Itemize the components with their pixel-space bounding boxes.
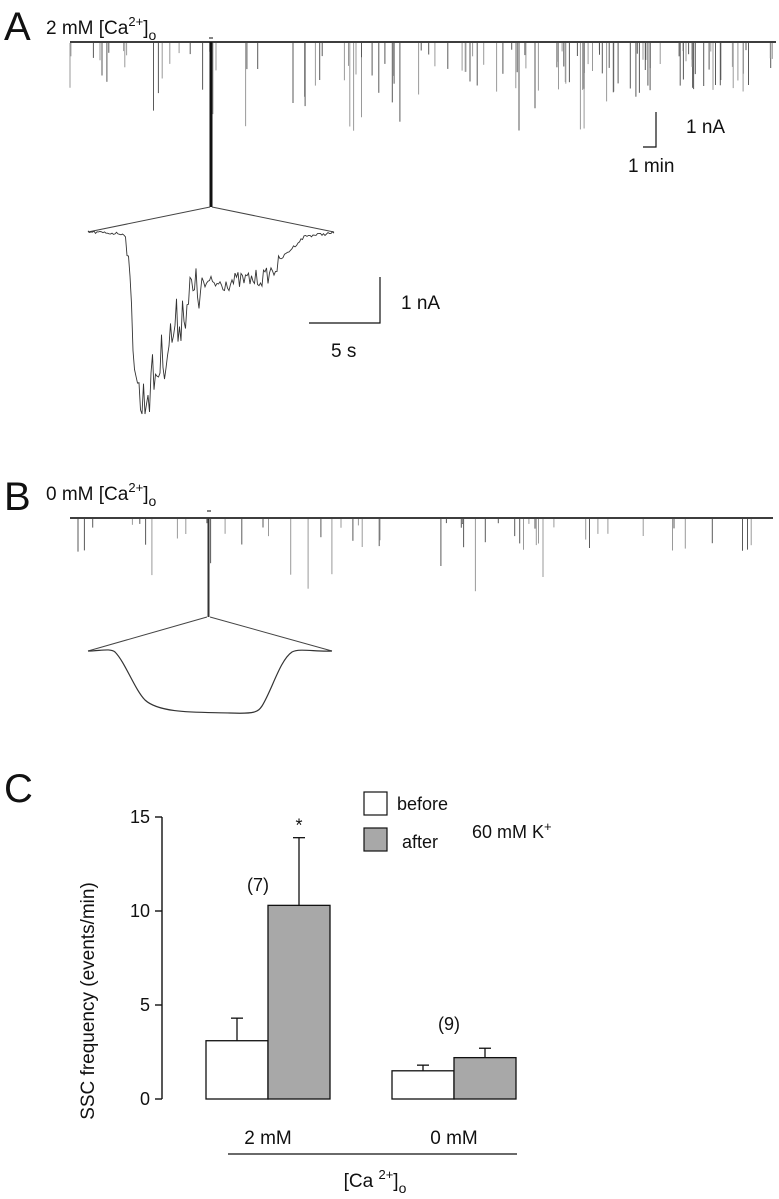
panel-b-zoom-line-left [87,616,208,652]
bar [267,904,331,1100]
panel-c-letter: C [4,767,33,811]
panel-a: A 2 mM [Ca2+]o 1 nA 1 min 1 nA 5 s [4,5,776,415]
legend: before after 60 mM K+ [363,791,552,852]
legend-note: 60 mM K+ [472,819,552,842]
legend-label-after: after [402,832,438,852]
panel-a-trace [69,42,773,207]
x-axis-title: [Ca 2+]o [344,1167,407,1196]
y-axis-title: SSC frequency (events/min) [78,882,99,1120]
y-tick-label: 15 [130,807,150,827]
panel-a-scale-time: 1 min [628,156,674,177]
panel-c: C SSC frequency (events/min) [Ca 2+]o be… [4,767,552,1196]
panel-a-zoom-line-left [87,206,211,233]
n-label: (7) [247,875,269,895]
y-tick-label: 5 [140,995,150,1015]
panel-a-inset-scale-current: 1 nA [401,293,440,314]
bar-chart: SSC frequency (events/min) [Ca 2+]o befo… [78,791,552,1196]
panel-a-letter: A [4,5,31,49]
panel-b: B 0 mM [Ca2+]o [4,475,773,714]
panel-b-condition: 0 mM [Ca2+]o [46,480,156,509]
panel-b-inset-trace [87,649,333,714]
inset-burst-trace [87,230,335,415]
y-tick-label: 10 [130,901,150,921]
bar [453,1056,517,1100]
panel-a-condition: 2 mM [Ca2+]o [46,14,156,43]
bar [391,1070,455,1100]
significance-marker: * [295,816,302,836]
panel-a-inset-trace [87,230,335,415]
panel-b-trace [77,518,752,617]
panel-a-scale-bar [643,112,657,148]
legend-swatch-after [363,827,388,852]
n-label: (9) [438,1014,460,1034]
panel-b-letter: B [4,475,31,519]
y-tick-label: 0 [140,1089,150,1109]
bar [205,1040,269,1100]
panel-a-zoom-line-right [211,206,335,233]
panel-a-inset-scale-time: 5 s [331,341,356,362]
panel-a-scale-current: 1 nA [686,117,725,138]
panel-b-zoom-line-right [209,616,333,652]
x-category-label: 0 mM [430,1128,478,1149]
panel-a-inset-scale-bar [309,277,381,324]
x-category-label: 2 mM [244,1128,292,1149]
legend-label-before: before [397,794,448,814]
legend-swatch-before [363,791,388,816]
